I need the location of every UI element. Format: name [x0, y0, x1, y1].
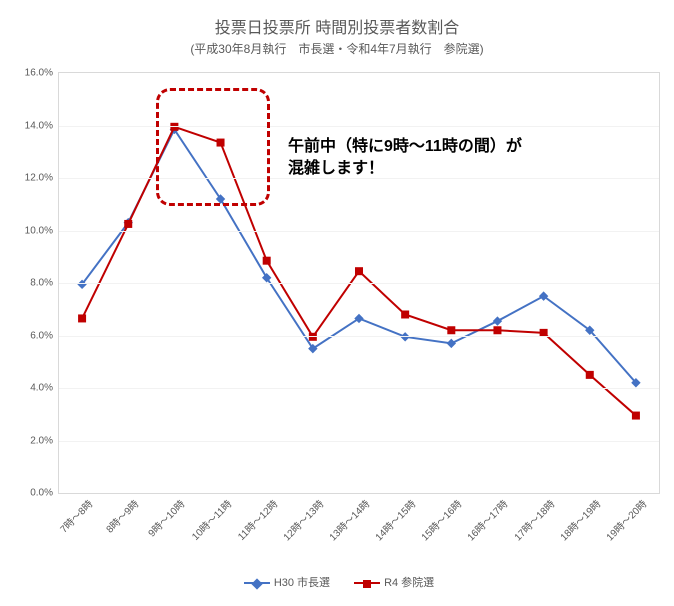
series-marker-r4: [494, 327, 501, 334]
series-marker-r4: [263, 257, 270, 264]
x-tick-label: 13時～14時: [322, 493, 372, 543]
x-tick-label: 7時～8時: [53, 493, 96, 536]
legend-label-r4: R4 参院選: [384, 577, 434, 589]
annotation-text: 午前中（特に9時～11時の間）が混雑します！: [288, 136, 522, 179]
x-tick-label: 16時～17時: [461, 493, 511, 543]
series-marker-r4: [125, 220, 132, 227]
series-marker-r4: [309, 333, 316, 340]
series-marker-r4: [356, 268, 363, 275]
y-tick-label: 16.0%: [25, 68, 59, 79]
legend-swatch-h30: [244, 582, 270, 584]
x-tick-label: 15時～16時: [414, 493, 464, 543]
y-tick-label: 8.0%: [30, 278, 59, 289]
legend-swatch-r4: [354, 582, 380, 584]
legend: H30 市長選 R4 参院選: [0, 574, 674, 590]
gridline: [59, 283, 659, 284]
x-tick-label: 12時～13時: [276, 493, 326, 543]
series-marker-h30: [447, 339, 455, 347]
x-tick-label: 18時～19時: [553, 493, 603, 543]
legend-label-h30: H30 市長選: [274, 577, 330, 589]
y-tick-label: 12.0%: [25, 173, 59, 184]
y-tick-label: 6.0%: [30, 330, 59, 341]
gridline: [59, 126, 659, 127]
series-marker-h30: [493, 317, 501, 325]
chart-title: 投票日投票所 時間別投票者数割合: [0, 14, 674, 38]
gridline: [59, 336, 659, 337]
x-tick-label: 17時～18時: [507, 493, 557, 543]
x-tick-label: 9時～10時: [141, 493, 187, 539]
series-marker-r4: [402, 311, 409, 318]
series-marker-r4: [79, 315, 86, 322]
highlight-box-icon: [156, 88, 270, 206]
x-tick-label: 10時～11時: [184, 493, 234, 543]
x-tick-label: 14時～15時: [368, 493, 418, 543]
series-marker-r4: [632, 412, 639, 419]
y-tick-label: 14.0%: [25, 120, 59, 131]
y-tick-label: 10.0%: [25, 225, 59, 236]
x-tick-label: 19時～20時: [599, 493, 649, 543]
gridline: [59, 441, 659, 442]
gridline: [59, 388, 659, 389]
y-tick-label: 2.0%: [30, 435, 59, 446]
chart-subtitle: (平成30年8月執行 市長選・令和4年7月執行 参院選): [0, 40, 674, 57]
gridline: [59, 231, 659, 232]
x-tick-label: 8時～9時: [99, 493, 142, 536]
y-tick-label: 4.0%: [30, 383, 59, 394]
y-tick-label: 0.0%: [30, 488, 59, 499]
series-marker-h30: [401, 333, 409, 341]
series-marker-r4: [586, 371, 593, 378]
x-tick-label: 11時～12時: [230, 493, 280, 543]
series-marker-r4: [448, 327, 455, 334]
voter-hourly-chart: 投票日投票所 時間別投票者数割合 (平成30年8月執行 市長選・令和4年7月執行…: [0, 0, 674, 606]
